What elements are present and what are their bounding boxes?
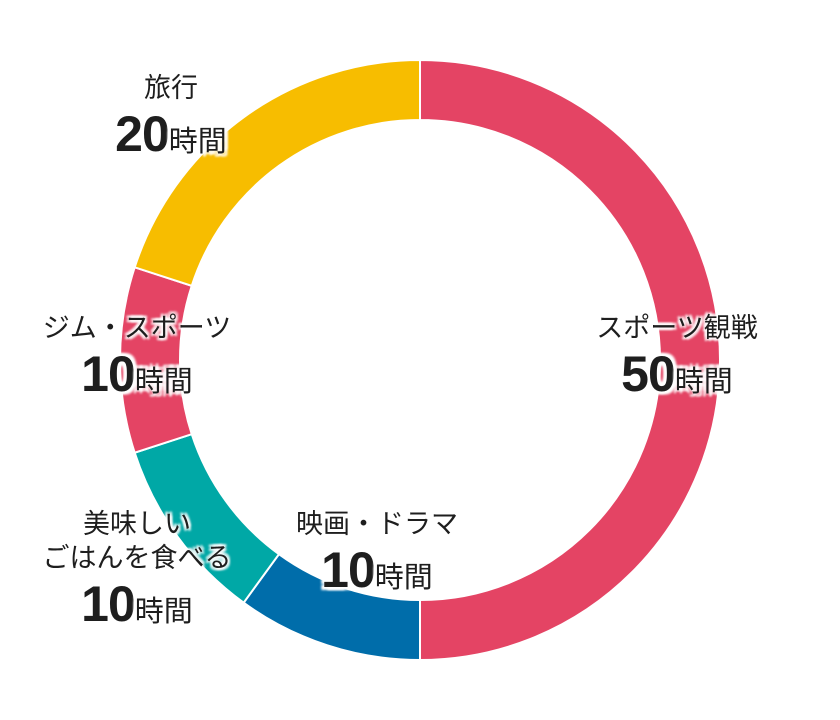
label-name-line1: 美味しい bbox=[83, 509, 191, 540]
label-name: スポーツ観戦 bbox=[596, 313, 758, 344]
label-travel: 旅行 20時間 bbox=[115, 72, 227, 172]
label-name: 映画・ドラマ bbox=[296, 509, 458, 540]
label-value: 50時間 bbox=[621, 346, 733, 402]
donut-slice bbox=[133, 58, 421, 288]
label-value: 10時間 bbox=[81, 576, 193, 632]
label-delicious-food: 美味しい ごはんを食べる 10時間 bbox=[43, 508, 232, 642]
label-gym-sports: ジム・スポーツ 10時間 bbox=[43, 312, 231, 412]
label-sports-watching: スポーツ観戦 50時間 bbox=[596, 312, 757, 412]
label-value: 10時間 bbox=[81, 346, 193, 402]
label-name: ジム・スポーツ bbox=[42, 313, 232, 344]
label-movie-drama: 映画・ドラマ 10時間 bbox=[296, 508, 458, 608]
label-name: 旅行 bbox=[143, 73, 198, 104]
label-name-line2: ごはんを食べる bbox=[42, 543, 232, 574]
label-value: 10時間 bbox=[321, 542, 433, 598]
label-value: 20時間 bbox=[115, 106, 227, 162]
donut-slice bbox=[419, 58, 721, 662]
